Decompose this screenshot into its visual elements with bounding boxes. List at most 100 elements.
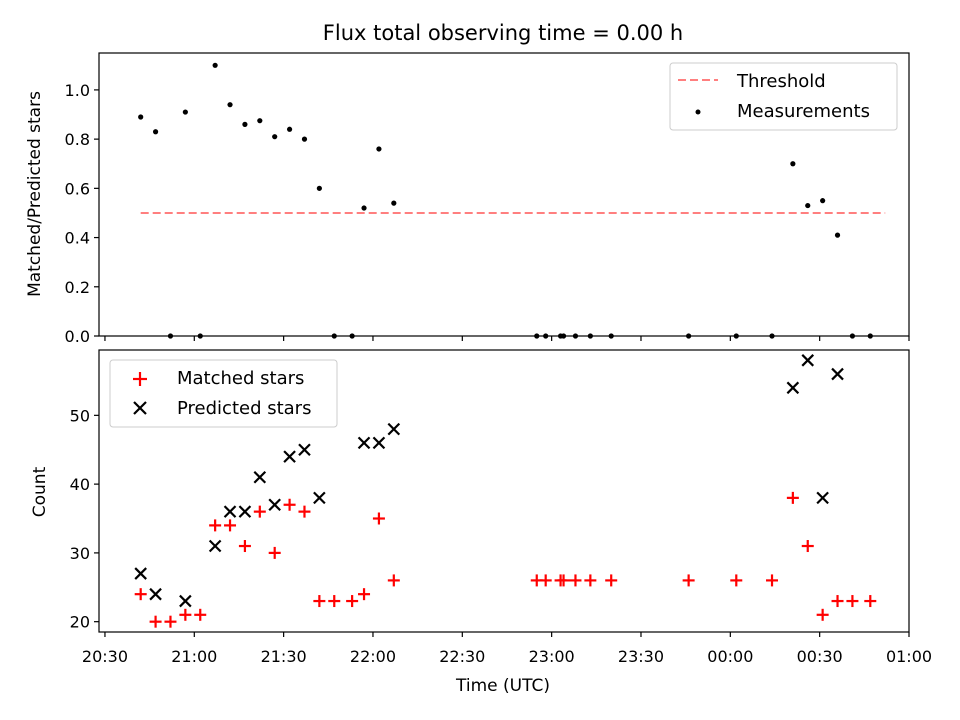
legend-matched-label: Matched stars [177,368,304,389]
measurement-point [257,118,263,124]
bottom-y-axis-label: Count [30,466,50,517]
matched-star-point [846,595,859,608]
matched-star-point [605,574,618,587]
bottom-y-ticks: 20 30 40 50 [70,406,99,632]
measurement-point [361,205,367,211]
predicted-star-point [253,470,267,484]
predicted-star-point [816,491,829,505]
predicted-star-point [801,354,815,367]
bottom-y-tick-label: 30 [70,544,90,563]
measurement-point [834,232,841,238]
measurement-point [301,136,308,142]
measurement-point [790,161,796,167]
measurement-point [820,198,826,204]
matched-star-point [730,574,743,587]
matched-star-point [328,595,341,608]
bottom-y-tick-label: 20 [70,613,90,632]
predicted-star-point [149,587,162,601]
matched-star-point [372,512,385,525]
x-tick-label: 21:30 [261,647,307,666]
x-axis-label: Time (UTC) [455,676,550,696]
top-marks [138,62,886,339]
bottom-y-tick-label: 50 [70,406,90,425]
predicted-star-point [134,567,147,580]
bottom-y-tick-label: 40 [70,475,90,494]
matched-star-point [766,574,779,587]
matched-star-point [179,608,192,621]
matched-star-point [164,615,177,628]
predicted-star-point [208,539,222,553]
legend-measurements-swatch [695,109,701,115]
matched-star-point [387,574,400,587]
bottom-marks [134,354,877,628]
predicted-star-point [313,491,326,505]
measurement-point [391,200,397,206]
matched-star-point [298,505,311,518]
matched-star-point [313,595,326,608]
top-y-tick-label: 0.2 [65,278,90,297]
matched-star-point [584,574,597,587]
measurement-point [376,146,382,152]
x-tick-label: 20:30 [82,647,128,666]
matched-star-point [539,574,552,587]
measurement-point [227,102,233,108]
matched-star-point [209,519,222,532]
measurement-point [272,134,278,140]
predicted-star-point [283,450,296,463]
top-plot-frame [98,52,910,337]
top-y-axis-label: Matched/Predicted stars [25,91,45,297]
measurement-point [805,202,811,209]
top-y-tick-label: 0.4 [65,229,90,248]
measurement-point [138,114,144,120]
x-tick-label: 00:30 [797,647,843,666]
matched-star-point [283,498,296,511]
predicted-star-point [786,381,800,395]
matched-star-point [134,588,147,601]
chart-title: Flux total observing time = 0.00 h [323,21,683,45]
predicted-star-point [387,422,401,436]
bottom-panel: 20 30 40 50 20:30 21:00 21:30 22:00 22:30 23:00 2… [30,349,932,696]
predicted-star-point [372,436,386,450]
predicted-star-point [298,443,311,457]
predicted-star-point [357,436,371,450]
top-y-tick-label: 0.6 [65,179,90,198]
x-tick-label: 21:00 [171,647,217,666]
x-tick-label: 01:00 [886,647,932,666]
legend-predicted-swatch [133,401,147,415]
matched-star-point [194,608,207,621]
matched-star-point [238,540,251,553]
bottom-legend: Matched stars Predicted stars [109,359,338,428]
predicted-star-point [268,498,281,512]
predicted-star-point [238,505,252,518]
bottom-plot-frame [98,349,910,633]
top-legend-box [669,62,898,131]
matched-star-point [557,574,570,587]
matched-star-point [786,491,799,504]
legend-matched-swatch [133,372,147,386]
x-tick-label: 23:30 [618,647,664,666]
top-y-tick-label: 0.0 [65,327,90,346]
matched-star-point [569,574,582,587]
top-y-tick-label: 0.8 [65,130,90,149]
x-tick-label: 22:30 [439,647,485,666]
matched-star-point [682,574,695,587]
measurement-point [242,121,248,127]
matched-star-point [864,595,877,608]
top-legend: Threshold Measurements [669,62,898,131]
top-x-ticks [104,336,910,341]
bottom-legend-box [109,359,338,428]
matched-star-point [816,608,829,621]
top-y-ticks: 0.0 0.2 0.4 0.6 0.8 1.0 [65,81,99,346]
legend-threshold-label: Threshold [736,71,826,92]
top-panel: 0.0 0.2 0.4 0.6 0.8 1.0 Matched/Predicted sta… [25,52,910,346]
x-tick-label: 22:00 [350,647,396,666]
measurement-point [152,129,159,135]
measurement-point [286,126,293,132]
predicted-star-point [223,505,237,518]
matched-star-point [346,595,359,608]
x-tick-label: 23:00 [529,647,575,666]
predicted-star-point [831,367,844,381]
measurement-point [212,62,218,68]
legend-measurements-label: Measurements [737,101,870,122]
